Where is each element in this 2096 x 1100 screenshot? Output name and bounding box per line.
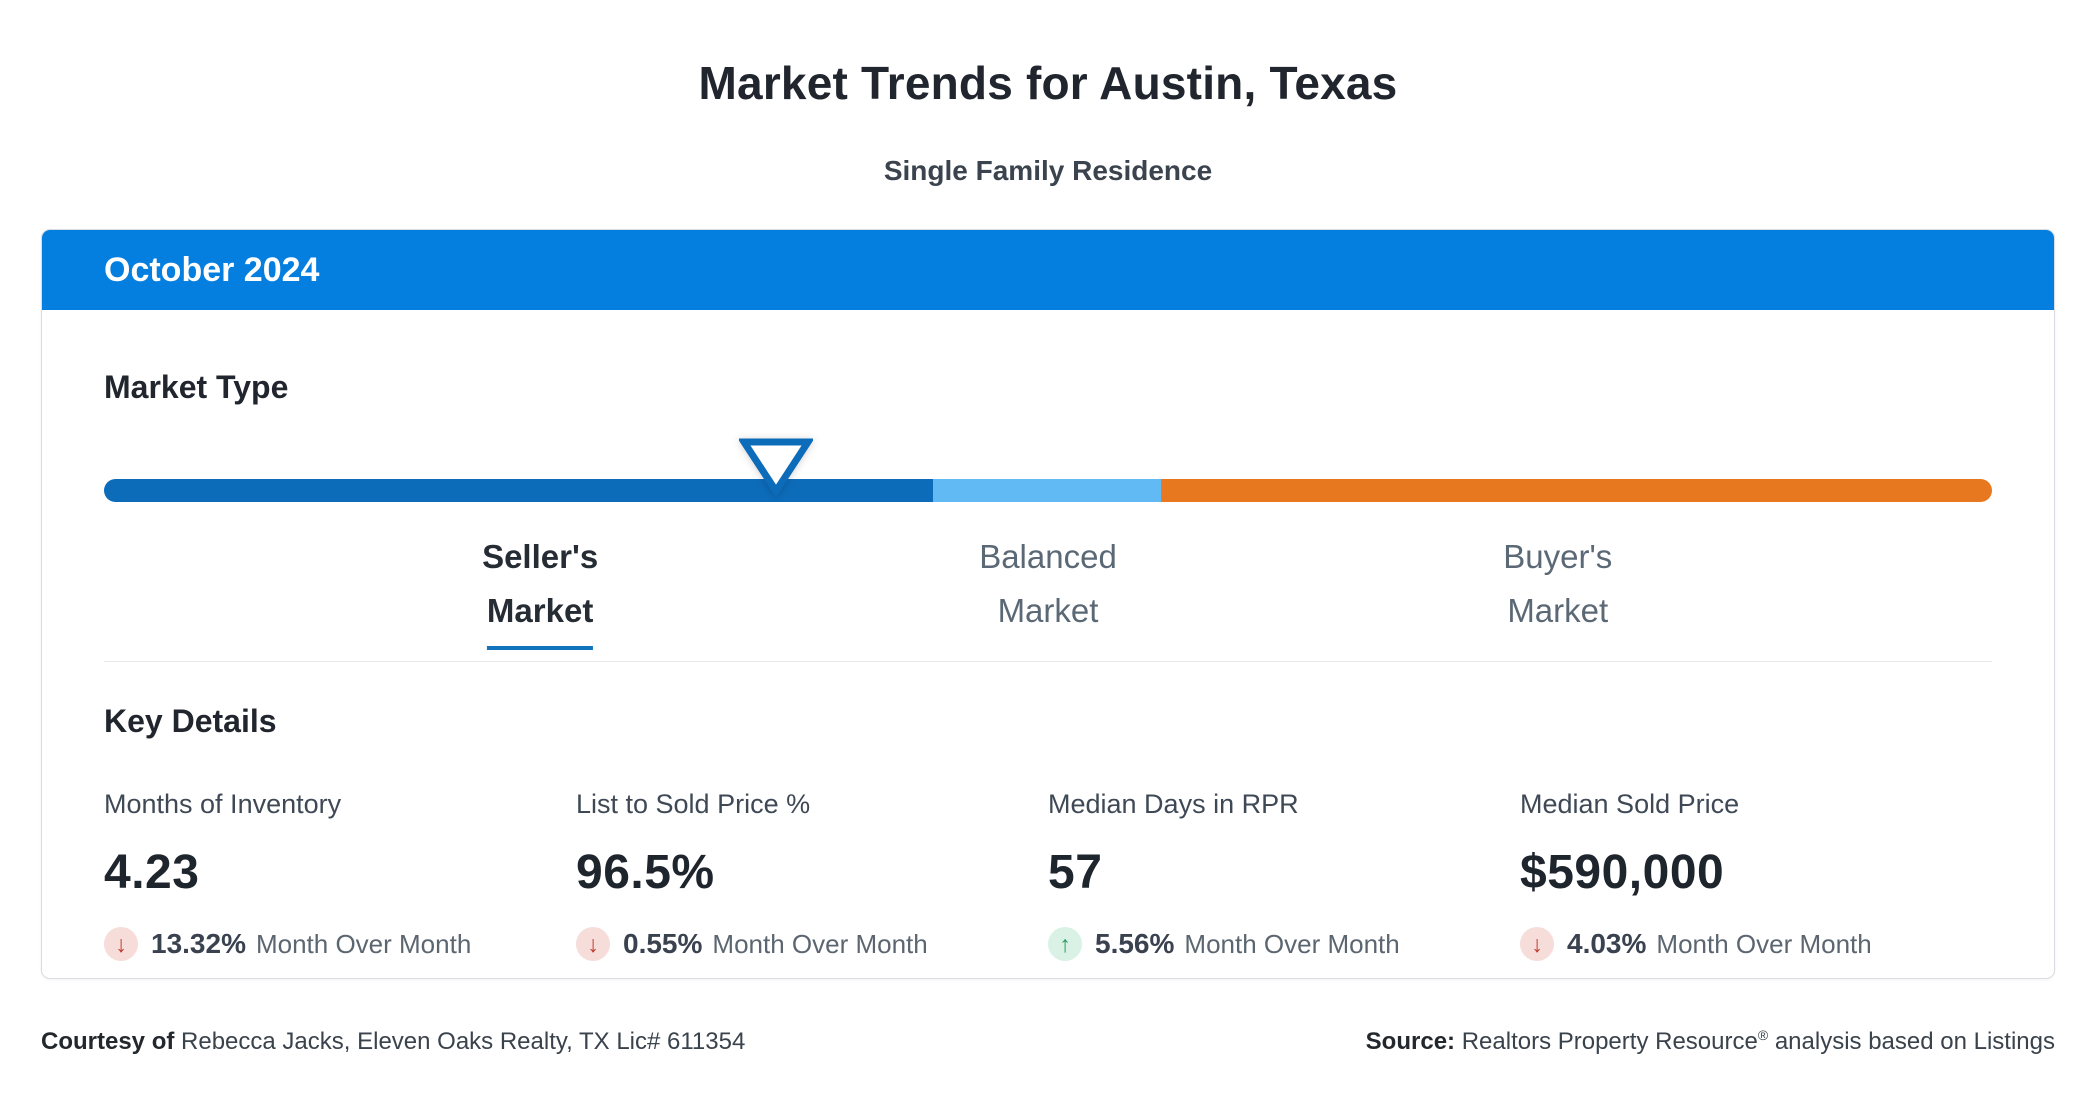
market-type-tab[interactable]: Buyer's Market — [1503, 530, 1612, 638]
tab-label-line1: Seller's — [482, 538, 599, 575]
stat-card: List to Sold Price % 96.5% ↓ 0.55% Month… — [576, 789, 1048, 961]
gauge-segment-sellers-zone — [104, 479, 933, 502]
stat-value: $590,000 — [1520, 846, 1725, 899]
change-percent: 0.55% — [623, 928, 703, 959]
courtesy-line: Courtesy of Rebecca Jacks, Eleven Oaks R… — [41, 1028, 745, 1056]
card-header: October 2024 — [42, 230, 2054, 310]
registered-trademark-icon: ® — [1757, 1027, 1769, 1043]
courtesy-label: Courtesy of — [41, 1028, 175, 1055]
stat-value: 4.23 — [104, 846, 200, 899]
tab-label-line2: Market — [997, 592, 1099, 629]
source-text: analysis based on Listings — [1774, 1028, 2055, 1055]
source-name: Realtors Property Resource — [1461, 1028, 1758, 1055]
page-header: Market Trends for Austin, Texas Single F… — [0, 0, 2096, 187]
stat-value: 96.5% — [576, 846, 715, 899]
stat-label: List to Sold Price % — [576, 789, 811, 819]
page-title: Market Trends for Austin, Texas — [698, 57, 1398, 109]
market-trends-card: October 2024 Market Type Seller's Market… — [41, 229, 2055, 979]
stat-card: Median Days in RPR 57 ↑ 5.56% Month Over… — [1048, 789, 1520, 961]
gauge-marker-icon — [737, 438, 815, 498]
tab-label-line1: Buyer's — [1503, 538, 1613, 575]
source-line: Source: Realtors Property Resource® anal… — [1366, 1028, 2055, 1056]
market-type-tab[interactable]: Seller's Market — [482, 530, 598, 650]
market-type-heading: Market Type — [104, 369, 289, 405]
gauge-track — [104, 479, 1992, 502]
market-type-gauge — [104, 438, 1992, 502]
market-type-tabs: Seller's Market Balanced Market Buyer's … — [104, 530, 1992, 661]
change-percent: 13.32% — [151, 928, 246, 959]
gauge-segment-balanced-zone — [932, 479, 1162, 502]
tab-label-line2: Market — [1507, 592, 1609, 629]
courtesy-text: Rebecca Jacks, Eleven Oaks Realty, TX Li… — [181, 1028, 746, 1055]
stat-card: Months of Inventory 4.23 ↓ 13.32% Month … — [104, 789, 576, 961]
trend-arrow-icon: ↓ — [1520, 927, 1554, 961]
market-type-tab[interactable]: Balanced Market — [979, 530, 1117, 638]
stat-label: Median Days in RPR — [1048, 789, 1299, 819]
source-label: Source: — [1365, 1028, 1456, 1055]
tab-label-line1: Balanced — [979, 538, 1117, 575]
key-details-heading: Key Details — [104, 703, 277, 739]
change-period: Month Over Month — [712, 928, 928, 959]
change-period: Month Over Month — [255, 928, 472, 959]
stat-value: 57 — [1048, 846, 1103, 899]
trend-arrow-icon: ↓ — [104, 927, 138, 961]
section-divider — [104, 661, 1992, 662]
page-subtitle: Single Family Residence — [883, 155, 1213, 186]
stat-label: Median Sold Price — [1520, 789, 1740, 819]
stat-change: ↑ 5.56% Month Over Month — [1048, 927, 1520, 961]
key-details-grid: Months of Inventory 4.23 ↓ 13.32% Month … — [104, 789, 1992, 961]
change-period: Month Over Month — [1656, 928, 1872, 959]
stat-label: Months of Inventory — [104, 789, 342, 819]
change-percent: 5.56% — [1095, 928, 1175, 959]
card-body: Market Type Seller's Market Balanced Mar… — [42, 369, 2054, 961]
tab-label-line2: Market — [486, 584, 594, 650]
stat-change: ↓ 13.32% Month Over Month — [104, 927, 576, 961]
page-footer: Courtesy of Rebecca Jacks, Eleven Oaks R… — [41, 1028, 2055, 1056]
stat-change: ↓ 4.03% Month Over Month — [1520, 927, 1992, 961]
stat-card: Median Sold Price $590,000 ↓ 4.03% Month… — [1520, 789, 1992, 961]
stat-change: ↓ 0.55% Month Over Month — [576, 927, 1048, 961]
trend-arrow-icon: ↓ — [576, 927, 610, 961]
gauge-segment-buyers-zone — [1161, 479, 1992, 502]
trend-arrow-icon: ↑ — [1048, 927, 1082, 961]
change-period: Month Over Month — [1184, 928, 1400, 959]
period-label: October 2024 — [104, 250, 320, 289]
change-percent: 4.03% — [1567, 928, 1647, 959]
